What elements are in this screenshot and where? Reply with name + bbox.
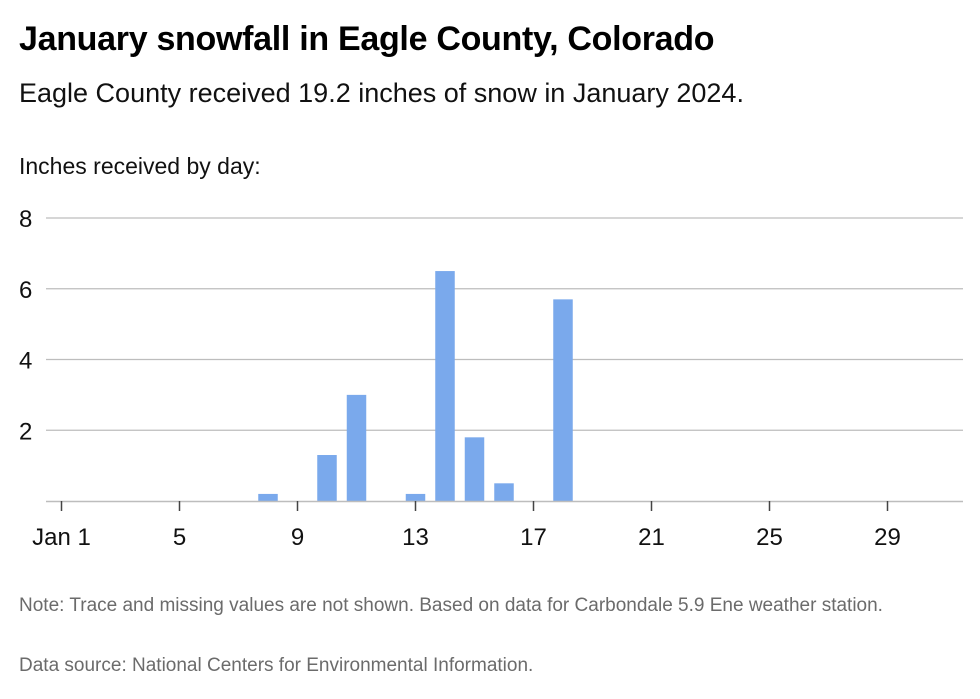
x-tick-label: Jan 1 <box>32 524 91 551</box>
y-tick-label: 2 <box>19 418 32 445</box>
x-tick-label: 5 <box>173 524 186 551</box>
chart-note: Note: Trace and missing values are not s… <box>19 595 883 616</box>
chart-subtitle: Eagle County received 19.2 inches of sno… <box>19 78 744 108</box>
y-tick-label: 4 <box>19 348 32 375</box>
bar-day-18 <box>553 299 573 501</box>
gridlines: 2 4 6 8 <box>19 206 963 445</box>
bar-day-16 <box>494 483 514 501</box>
bar-day-14 <box>435 271 455 501</box>
y-tick-label: 8 <box>19 206 32 233</box>
x-tick-label: 21 <box>638 524 665 551</box>
x-tick-label: 25 <box>756 524 783 551</box>
x-tick-label: 17 <box>520 524 547 551</box>
bars <box>258 271 573 501</box>
bar-day-8 <box>258 493 278 501</box>
snowfall-bar-chart: 2 4 6 8 Jan 1 5 9 13 17 21 25 29 <box>19 206 963 551</box>
data-source: Data source: National Centers for Enviro… <box>19 655 534 676</box>
bar-day-11 <box>346 394 367 501</box>
x-tick-label: 9 <box>291 524 304 551</box>
x-tick-label: 29 <box>874 524 901 551</box>
bar-day-15 <box>464 437 485 501</box>
y-tick-label: 6 <box>19 277 32 304</box>
x-tick-label: 13 <box>402 524 429 551</box>
bar-day-13 <box>405 493 426 501</box>
chart-title: January snowfall in Eagle County, Colora… <box>19 20 715 58</box>
bar-day-10 <box>317 455 337 501</box>
x-axis: Jan 1 5 9 13 17 21 25 29 <box>32 500 963 551</box>
y-axis-label: Inches received by day: <box>19 153 261 179</box>
